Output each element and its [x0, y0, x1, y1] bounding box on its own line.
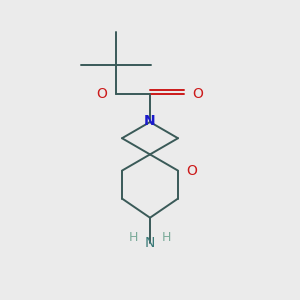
Text: H: H	[129, 231, 139, 244]
Text: N: N	[145, 236, 155, 250]
Text: H: H	[161, 231, 171, 244]
Text: O: O	[97, 87, 107, 101]
Text: O: O	[187, 164, 197, 178]
Text: N: N	[144, 114, 156, 128]
Text: O: O	[193, 87, 203, 101]
